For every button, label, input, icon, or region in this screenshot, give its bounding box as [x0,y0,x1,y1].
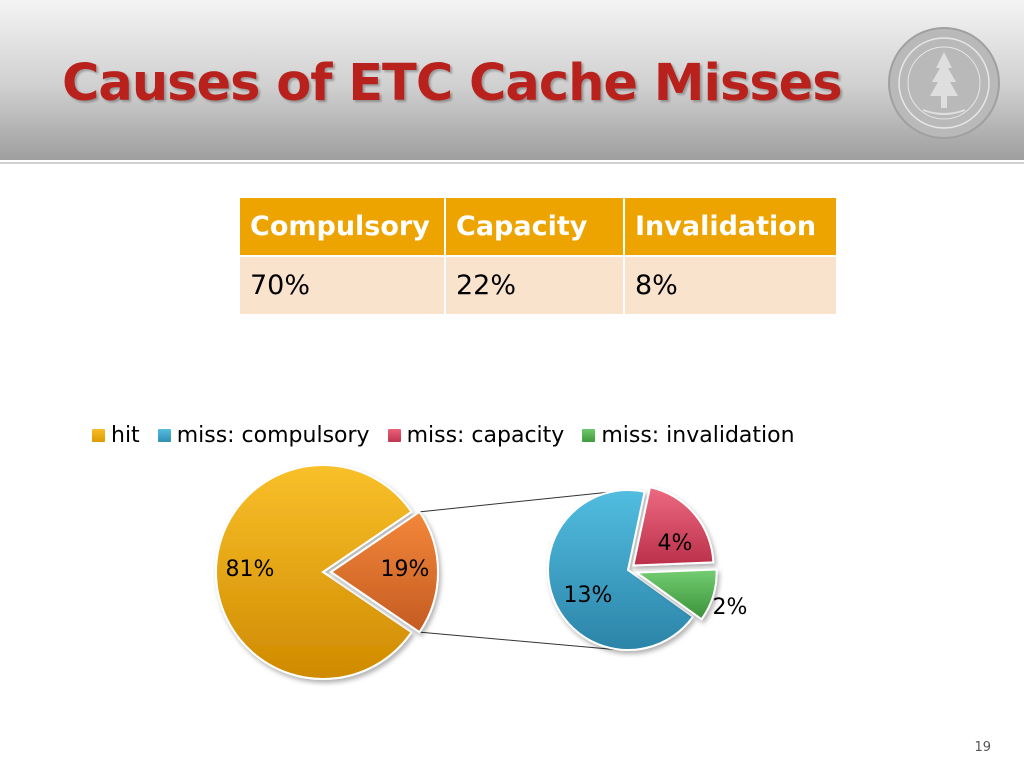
legend-swatch [582,428,596,442]
legend-swatch [157,428,171,442]
table-header-row: Compulsory Capacity Invalidation [238,196,838,257]
connector-line [419,490,621,513]
slide-title: Causes of ETC Cache Misses [62,54,843,113]
table-row: 70% 22% 8% [238,255,838,316]
university-seal-logo [888,27,1000,139]
slide-header [0,0,1024,160]
table-cell: 8% [623,255,838,316]
data-label: 4% [658,531,693,556]
data-label: 2% [713,595,748,620]
page-number: 19 [974,740,991,755]
pie-slice-miss-capacity [632,486,715,567]
pie-slice-miss-compulsory [547,489,695,651]
chart-legend: hit miss: compulsory miss: capacity miss… [92,420,813,450]
pie-slice-hit [215,464,413,680]
table-cell: 22% [444,255,625,316]
legend-label: hit [111,422,140,448]
legend-swatch [92,428,105,442]
legend-item-miss-capacity: miss: capacity [387,422,565,448]
data-label: 81% [226,557,275,582]
header-divider [0,162,1024,164]
data-label: 13% [564,583,613,608]
table-header-cell: Invalidation [623,196,838,257]
connector-line [419,631,621,651]
legend-item-hit: hit [92,423,140,448]
pie-slice-miss-invalidation [633,568,718,621]
table-header-cell: Compulsory [238,196,446,257]
miss-causes-table: Compulsory Capacity Invalidation 70% 22%… [238,196,838,316]
legend-label: miss: compulsory [176,422,370,448]
legend-item-miss-invalidation: miss: invalidation [582,422,795,448]
legend-label: miss: invalidation [601,422,795,448]
legend-swatch [387,428,401,442]
table-cell: 70% [238,255,446,316]
pie-slice-miss [329,510,439,634]
data-label: 19% [381,557,430,582]
legend-label: miss: capacity [406,422,565,448]
table-header-cell: Capacity [444,196,625,257]
legend-item-miss-compulsory: miss: compulsory [157,422,370,448]
